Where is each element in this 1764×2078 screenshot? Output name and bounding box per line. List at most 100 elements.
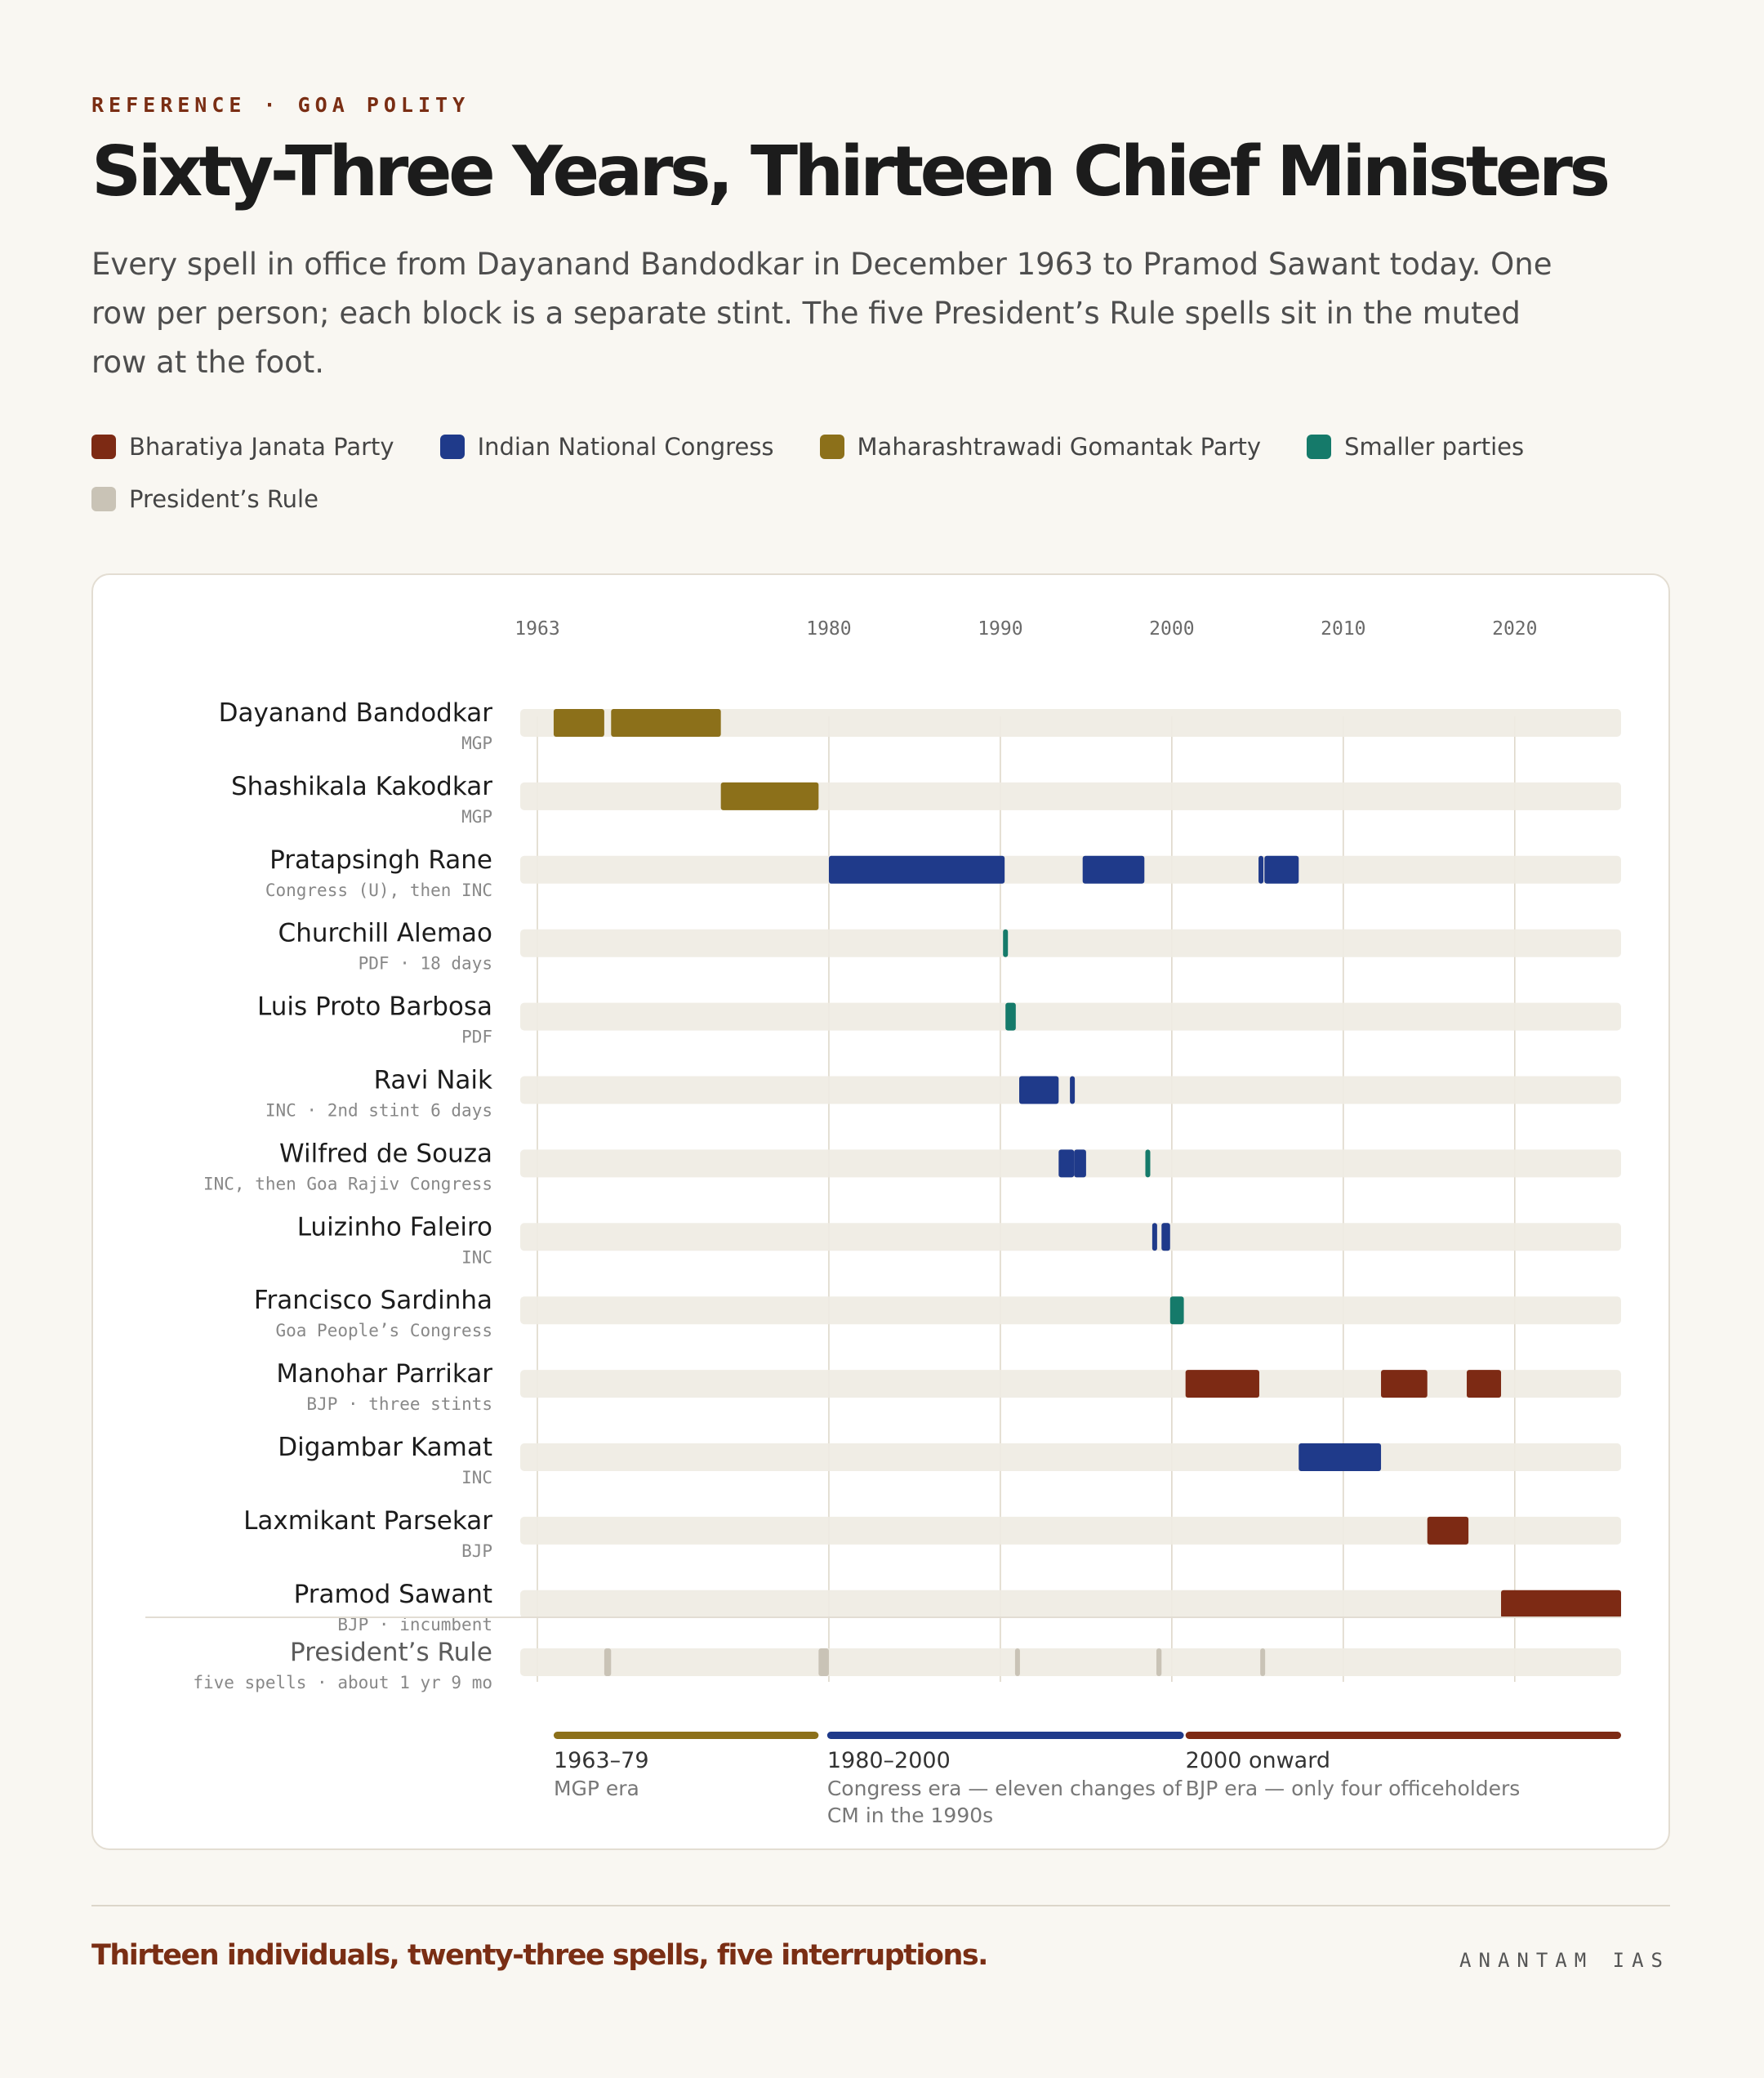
era-description: MGP era	[554, 1777, 639, 1800]
cm-name: Francisco Sardinha	[254, 1286, 492, 1315]
legend-item: Maharashtrawadi Gomantak Party	[819, 433, 1261, 461]
x-tick-label: 2020	[1492, 618, 1537, 640]
tenure-bar	[1185, 1370, 1259, 1398]
cm-party: Congress (U), then INC	[265, 881, 492, 900]
tenure-bar	[1427, 1516, 1469, 1545]
tenure-bar	[1058, 1149, 1075, 1178]
era-band	[826, 1732, 1184, 1739]
row-track	[520, 1002, 1621, 1031]
row-track	[520, 1648, 1621, 1676]
tenure-bar	[1501, 1590, 1621, 1618]
cm-party: BJP	[461, 1541, 492, 1561]
footer-divider	[91, 1905, 1670, 1906]
legend-label: Indian National Congress	[477, 433, 774, 461]
cm-name: Wilfred de Souza	[279, 1139, 492, 1168]
cm-party: INC · 2nd stint 6 days	[265, 1101, 492, 1121]
row-track	[520, 709, 1621, 737]
row-track	[520, 1223, 1621, 1251]
legend: Bharatiya Janata Party Indian National Co…	[91, 433, 1643, 513]
cm-name: Luizinho Faleiro	[297, 1212, 492, 1242]
row-track	[520, 1516, 1621, 1545]
era-description: BJP era — only four officeholders	[1186, 1777, 1521, 1800]
cm-party: Goa People’s Congress	[275, 1321, 492, 1340]
era-description: CM in the 1990s	[827, 1804, 993, 1827]
tenure-bar	[1019, 1076, 1059, 1104]
page-title: Sixty-Three Years, Thirteen Chief Minist…	[91, 132, 1610, 212]
era-band	[553, 1732, 819, 1739]
x-tick-label: 2010	[1321, 618, 1365, 640]
legend-label: President’s Rule	[129, 485, 318, 513]
cm-name: Dayanand Bandodkar	[219, 698, 493, 728]
tenure-bar	[1145, 1149, 1151, 1178]
row-track	[520, 1296, 1621, 1325]
row-track	[520, 855, 1621, 884]
row-track	[520, 929, 1621, 957]
cm-party: INC	[461, 1247, 492, 1267]
row-track	[520, 782, 1621, 810]
legend-item: Bharatiya Janata Party	[91, 433, 394, 461]
era-range: 1980–2000	[827, 1748, 951, 1773]
tenure-bar	[1070, 1076, 1076, 1104]
era-range: 2000 onward	[1186, 1748, 1330, 1773]
tenure-bar	[1161, 1223, 1170, 1251]
legend-item: Smaller parties	[1307, 433, 1524, 461]
chart-card: 1963 1980 1990 2000 2010 2020 Dayanand Bandodk…	[91, 573, 1670, 1850]
cm-name: Digambar Kamat	[278, 1433, 492, 1462]
tenure-bar	[1169, 1296, 1184, 1325]
x-tick-label: 1980	[806, 618, 851, 640]
legend-swatch	[819, 435, 844, 459]
tenure-bar	[1264, 855, 1299, 884]
legend-swatch	[91, 435, 116, 459]
tenure-bar	[1003, 929, 1009, 957]
tenure-bar	[1005, 1002, 1016, 1031]
era-range: 1963–79	[554, 1748, 649, 1773]
cm-name: Laxmikant Parsekar	[243, 1506, 492, 1536]
cm-name: Churchill Alemao	[278, 919, 492, 948]
presidents-rule-bar	[818, 1648, 829, 1676]
legend-swatch	[91, 487, 116, 511]
cm-party: INC	[461, 1468, 492, 1487]
presidents-rule-bar	[1260, 1648, 1266, 1676]
footer-note: Thirteen individuals, twenty-three spell…	[91, 1939, 988, 1972]
row-track	[520, 1443, 1621, 1471]
x-tick-label: 2000	[1149, 618, 1194, 640]
kicker: REFERENCE · GOA POLITY	[91, 93, 470, 117]
tenure-bar	[1467, 1370, 1502, 1398]
legend-item: President’s Rule	[91, 485, 318, 513]
tenure-bar	[553, 709, 604, 737]
presidents-rule-bar	[1156, 1648, 1162, 1676]
cm-name: Pramod Sawant	[294, 1580, 492, 1609]
cm-name: Shashikala Kakodkar	[231, 772, 492, 801]
tenure-bar	[720, 782, 819, 810]
tenure-bar	[1381, 1370, 1428, 1398]
cm-name: Ravi Naik	[374, 1066, 492, 1095]
brand-name: ANANTAM IAS	[1459, 1949, 1670, 1972]
timeline-chart: 1963 1980 1990 2000 2010 2020 Dayanand Bandodk…	[145, 618, 1621, 1827]
presidents-rule-bar	[604, 1648, 612, 1676]
legend-label: Smaller parties	[1344, 433, 1525, 461]
presidents-rule-label: President’s Rule	[290, 1638, 492, 1667]
cm-name: Pratapsingh Rane	[270, 845, 492, 875]
tenure-bar	[1298, 1443, 1382, 1471]
tenure-bar	[1258, 855, 1264, 884]
legend-swatch	[439, 435, 465, 459]
page-subtitle: Every spell in office from Dayanand Band…	[91, 247, 1552, 380]
tenure-bar	[828, 855, 1005, 884]
cm-name: Manohar Parrikar	[276, 1359, 492, 1389]
tenure-bar	[1082, 855, 1145, 884]
cm-party: MGP	[461, 807, 492, 827]
era-description: Congress era — eleven changes of	[827, 1777, 1183, 1800]
presidents-rule-bar	[1014, 1648, 1020, 1676]
cm-party: PDF	[461, 1028, 492, 1047]
row-track	[520, 1590, 1621, 1618]
presidents-rule-note: five spells · about 1 yr 9 mo	[193, 1673, 492, 1692]
cm-party: MGP	[461, 734, 492, 753]
tenure-bar	[1152, 1223, 1157, 1251]
cm-party: BJP · three stints	[306, 1394, 492, 1414]
legend-label: Bharatiya Janata Party	[129, 433, 394, 461]
cm-party: INC, then Goa Rajiv Congress	[203, 1174, 492, 1193]
row-track	[520, 1370, 1621, 1398]
legend-swatch	[1307, 435, 1332, 459]
tenure-bar	[611, 709, 721, 737]
tenure-bar	[1074, 1149, 1086, 1178]
